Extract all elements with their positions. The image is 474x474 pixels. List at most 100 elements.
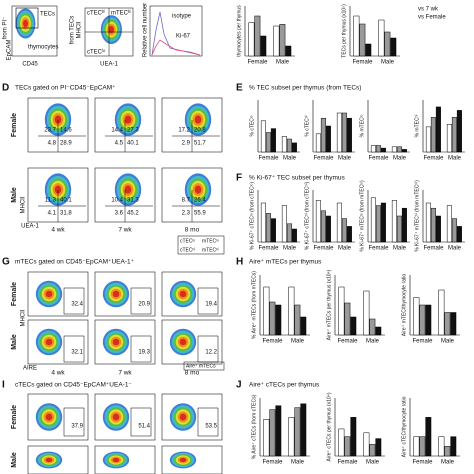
bar xyxy=(419,436,426,457)
label: thymocytes xyxy=(28,45,58,51)
gate-value: 32.4 xyxy=(71,302,83,308)
gate xyxy=(63,287,85,315)
bar xyxy=(320,210,326,243)
legend-entry: Aire⁺ mTECs xyxy=(186,363,216,369)
legend-entry: cTECʰⁱ xyxy=(180,246,195,253)
gate-value: 4.8 xyxy=(48,141,57,147)
bar xyxy=(450,312,457,336)
gate-value: 17.2 xyxy=(178,128,190,134)
bar xyxy=(413,297,420,336)
bar xyxy=(425,417,432,457)
gate-value: 11.3 xyxy=(45,198,57,204)
bar xyxy=(254,15,261,57)
gate-value: 26.4 xyxy=(194,198,206,204)
group-label: Female xyxy=(262,460,283,466)
bar xyxy=(363,432,370,457)
bar xyxy=(260,120,266,153)
bar xyxy=(281,205,287,243)
bar xyxy=(346,117,352,153)
panel-letter: J xyxy=(236,380,242,391)
col-label: 8 mo xyxy=(185,227,200,234)
bar xyxy=(315,200,321,243)
group-label: Male xyxy=(291,460,305,466)
legend-box xyxy=(177,235,225,255)
panel-title: mTECs gated on CD45⁻EpCAM⁺UEA-1⁺ xyxy=(15,259,135,266)
gate-value: 4.1 xyxy=(48,211,57,217)
bar xyxy=(270,218,276,243)
label: vs 7 wk xyxy=(418,7,439,13)
bar xyxy=(450,436,457,457)
group-label: Female xyxy=(262,339,283,345)
gate-value: 51.4 xyxy=(138,424,150,430)
density-contour xyxy=(108,26,115,34)
bar xyxy=(413,436,420,457)
bar xyxy=(288,417,295,457)
bar xyxy=(269,409,276,457)
density-contour xyxy=(124,185,132,194)
gate-value: 40.1 xyxy=(60,198,72,204)
label: isotype xyxy=(172,14,192,20)
bar xyxy=(380,202,386,243)
axis-label: from TECs xyxy=(70,16,76,45)
bar xyxy=(456,226,462,243)
gate-value: 20.9 xyxy=(138,302,150,308)
bar xyxy=(419,304,426,336)
bar xyxy=(391,200,397,243)
col-label: 7 wk xyxy=(118,227,132,234)
bar xyxy=(265,213,271,243)
density-contour xyxy=(54,115,62,124)
gate xyxy=(130,335,152,363)
bar xyxy=(275,304,282,336)
histogram-frame xyxy=(149,5,203,57)
gate-value: 40.1 xyxy=(127,141,139,147)
group-label: Male xyxy=(441,339,455,345)
histogram xyxy=(151,39,201,56)
gate-value: 23.7 xyxy=(44,128,56,134)
density-contour xyxy=(112,413,120,421)
bar xyxy=(375,326,382,336)
bar xyxy=(401,207,407,243)
bar xyxy=(291,142,297,153)
group-label: Male xyxy=(283,246,297,252)
col-label: 7 wk xyxy=(118,370,132,377)
bar xyxy=(336,112,342,153)
bar xyxy=(286,223,292,243)
y-axis-label: Aire⁺ mTECs per thymus (x10⁴) xyxy=(326,269,332,340)
bar xyxy=(438,289,445,336)
axis-label: MHCII xyxy=(77,21,83,38)
bar xyxy=(384,31,391,57)
group-label: Male xyxy=(441,460,455,466)
axis-label: MHCII xyxy=(21,196,27,213)
density-contour xyxy=(45,457,53,463)
group-label: Female xyxy=(247,60,268,66)
row-label: Male xyxy=(11,187,18,203)
gate xyxy=(15,7,39,29)
gate-value: 28.9 xyxy=(60,141,72,147)
density-contour xyxy=(179,338,187,346)
legend-box xyxy=(183,361,225,371)
bar xyxy=(350,417,357,457)
bar xyxy=(350,316,357,336)
group-label: Male xyxy=(448,246,462,252)
bar xyxy=(375,205,381,243)
bar xyxy=(425,304,432,336)
bar xyxy=(430,117,436,153)
group-label: Male xyxy=(393,246,407,252)
bar xyxy=(346,226,352,243)
col-label: 4 wk xyxy=(51,227,65,234)
gate xyxy=(197,287,219,315)
bar xyxy=(425,126,431,153)
gate xyxy=(63,407,85,437)
y-axis-label: thymocytes per thymus xyxy=(236,5,242,57)
density-contour xyxy=(45,290,53,298)
y-axis-label: % cTECʰⁱ xyxy=(303,115,310,136)
group-label: Male xyxy=(276,60,290,66)
bar xyxy=(446,124,452,153)
bar xyxy=(273,25,280,57)
density-contour xyxy=(112,457,120,463)
y-axis-label: % Ki-67⁺ cTECˡᵒ (from cTECˡᵒ) xyxy=(249,182,255,250)
y-axis-label: % Ki-67⁺ mTECʰⁱ (from mTECʰⁱ) xyxy=(413,180,420,252)
density-contour xyxy=(45,338,53,346)
group-label: Male xyxy=(366,460,380,466)
y-axis-label: % Ki-67⁺ cTECʰⁱ (from cTECʰⁱ) xyxy=(303,182,310,251)
